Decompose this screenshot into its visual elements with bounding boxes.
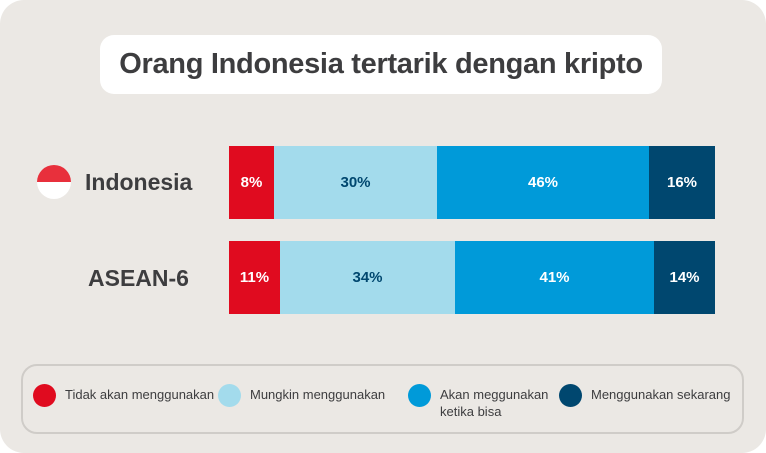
bar-asean6: 11% 34% 41% 14% (229, 241, 715, 314)
segment-mungkin: 34% (280, 241, 455, 314)
chart-title: Orang Indonesia tertarik dengan kripto (119, 48, 643, 80)
segment-menggunakan: 14% (654, 241, 715, 314)
segment-menggunakan: 16% (649, 146, 715, 219)
legend-item-menggunakan: Menggunakan sekarang (559, 384, 731, 407)
legend-dot-icon (559, 384, 582, 407)
segment-tidak: 8% (229, 146, 274, 219)
row-label-indonesia: Indonesia (85, 169, 193, 195)
legend-dot-icon (33, 384, 56, 407)
segment-akan: 46% (437, 146, 649, 219)
bar-indonesia: 8% 30% 46% 16% (229, 146, 715, 219)
legend-item-tidak: Tidak akan menggunakan (33, 384, 214, 407)
segment-akan: 41% (455, 241, 654, 314)
legend-dot-icon (218, 384, 241, 407)
legend-item-mungkin: Mungkin menggunakan (218, 384, 385, 407)
title-box: Orang Indonesia tertarik dengan kripto (100, 35, 662, 94)
legend-dot-icon (408, 384, 431, 407)
indonesia-flag-icon (37, 165, 71, 199)
segment-tidak: 11% (229, 241, 280, 314)
segment-mungkin: 30% (274, 146, 437, 219)
row-label-asean6: ASEAN-6 (88, 265, 189, 291)
legend-item-akan: Akan meggunakan ketika bisa (408, 384, 558, 420)
legend: Tidak akan menggunakan Mungkin menggunak… (21, 364, 744, 434)
